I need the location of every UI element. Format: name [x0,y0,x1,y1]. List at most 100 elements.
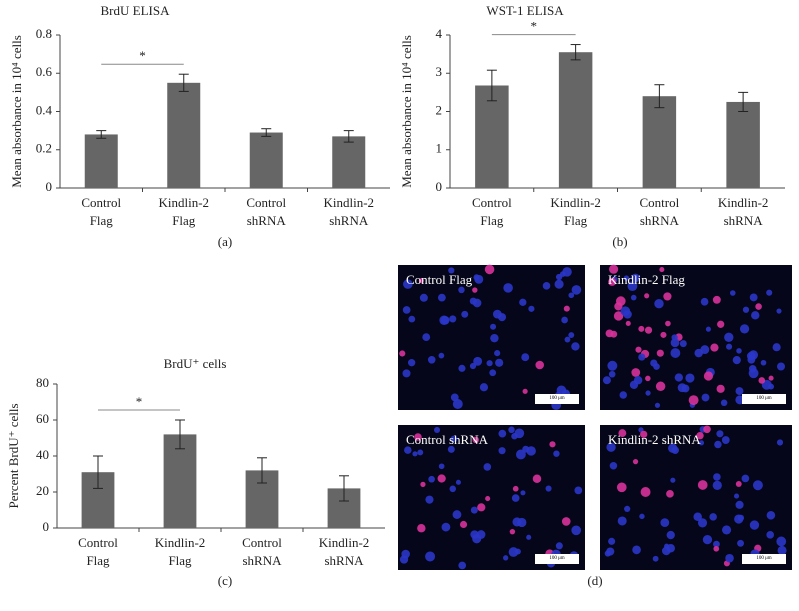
cell [777,362,786,371]
cell [549,441,556,448]
cell [696,432,704,440]
cell [701,393,710,402]
cell [399,555,409,564]
cell [564,336,571,343]
x-tick-label: Control shRNA [246,195,286,228]
chart-title: WST-1 ELISA [486,3,564,18]
cell [717,320,725,328]
cell [455,479,461,485]
cell [729,290,736,296]
cell [671,334,678,341]
cell [688,395,699,406]
cell [606,442,616,452]
cell [766,289,773,296]
cell [417,449,424,456]
cell [515,449,526,460]
cell [674,373,683,382]
cell [554,279,564,289]
cell [616,482,627,493]
y-tick-label: 4 [436,26,443,41]
cell [632,459,639,465]
bar [475,85,509,188]
cell [461,310,469,318]
x-tick-label: Kindlin-2 shRNA [319,535,370,568]
cell [670,477,676,483]
cell [522,388,528,394]
cell [739,324,750,334]
cell [640,487,651,497]
cell [709,513,717,521]
scale-bar-label: 100 μm [756,396,771,401]
cell [439,315,449,325]
cell [470,506,478,514]
significance-label: * [136,394,143,409]
cell [494,350,501,357]
cell [574,486,583,495]
y-tick-label: 0.2 [36,141,52,156]
cell [705,326,711,332]
cell [703,371,714,381]
y-tick-label: 40 [36,447,49,462]
cell [427,355,436,364]
cell [526,534,532,540]
cell [528,305,535,312]
image-label: Kindlin-2 shRNA [608,432,701,447]
cell [737,514,745,522]
cell [698,440,705,446]
cell [652,555,659,562]
micrograph: Kindlin-2 shRNA 100 μm [600,425,792,570]
cell [561,517,571,526]
cell [458,561,467,570]
image-label: Control Flag [406,272,473,287]
cell [606,547,615,556]
cell [619,391,628,399]
y-axis-label: Mean absorbance in 10⁴ cells [399,35,414,188]
cell [734,493,740,499]
y-tick-label: 80 [36,375,49,390]
scale-bar-label: 100 μm [549,396,564,401]
cell [553,450,560,457]
cell [632,545,641,555]
cell [777,545,787,555]
cell [609,264,619,274]
cell [460,520,468,529]
cell [694,348,703,358]
cell [498,447,506,455]
y-tick-label: 60 [36,411,49,426]
cell [452,399,463,409]
cell [618,429,627,438]
cell [522,445,530,453]
y-tick-label: 0.6 [36,64,53,79]
cell [766,511,776,520]
cell [503,283,513,293]
cell [490,333,499,343]
cell [666,490,674,498]
panel-label: (a) [218,234,232,249]
cell [512,485,519,492]
cell [414,433,422,441]
cell [735,481,742,487]
cell [702,534,713,545]
cell [748,368,759,379]
cell [721,436,730,444]
cell [617,516,627,526]
cell [479,383,489,392]
cell [608,370,616,378]
cell [724,332,734,342]
cell [483,463,492,471]
cell [732,356,741,365]
scale-bar-box [742,394,786,404]
bar [84,134,118,188]
cell [627,281,638,292]
panel-label: (c) [218,573,232,588]
cell [661,546,671,556]
panel-label: (b) [612,234,627,249]
y-tick-label: 20 [36,483,49,498]
cell [768,383,775,390]
cell [742,306,750,313]
bar [163,434,197,528]
cell [713,473,721,481]
cell [458,286,465,294]
cell [437,293,446,302]
cell [710,343,719,352]
